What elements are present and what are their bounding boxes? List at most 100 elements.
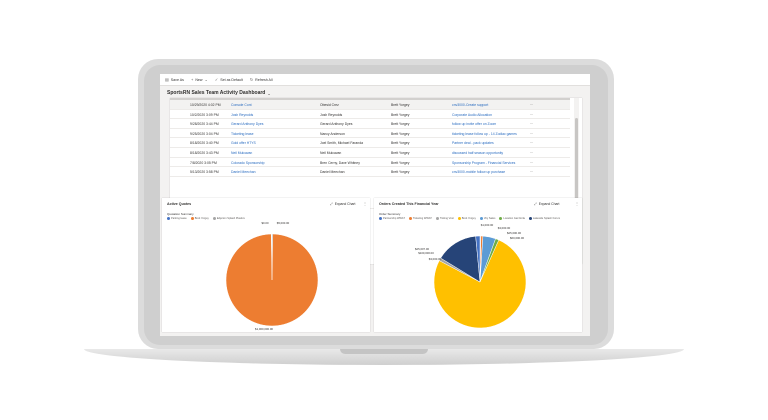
legend-label: Ticking Vost — [439, 217, 454, 221]
app-screen: ▤ Save As + New ⌄ ✓ Set as Default ↻ Ref… — [160, 74, 590, 336]
legend-swatch — [479, 217, 483, 220]
row-more-icon[interactable]: ··· — [530, 103, 534, 107]
refresh-icon: ↻ — [249, 77, 254, 82]
cell-contact: Bren Cerny, Dave Whitney — [320, 160, 360, 165]
grid-scrollbar-thumb[interactable] — [575, 118, 578, 218]
legend-item[interactable]: Brett Yorgey — [457, 217, 476, 221]
cell-date: 9/28/2020 3:44 PM — [190, 122, 219, 127]
legend-item[interactable]: Location Gai Dorla — [499, 217, 525, 221]
cell-regarding[interactable]: follow up invite offer on Zoom — [452, 122, 497, 127]
row-more-icon[interactable]: ··· — [530, 122, 534, 127]
data-label: $5,000.00 — [277, 221, 290, 225]
cell-date: 10/2/2020 3:09 PM — [190, 112, 219, 117]
row-more-icon[interactable]: ··· — [530, 170, 534, 175]
legend-item[interactable]: Edjerton Splash Plastics — [212, 217, 245, 220]
legend-label: Brett Yorgey — [461, 217, 476, 221]
table-row[interactable]: 8/18/2020 3:40 PM Gold offer HTYS Joel Smi… — [170, 138, 570, 148]
expand-icon: ⤢ — [330, 202, 333, 206]
pie-slice[interactable] — [225, 233, 319, 327]
cell-owner: Brett Yorgey — [391, 141, 410, 146]
table-row[interactable]: 9/28/2020 3:44 PM Gerard Anthony Dyes Gera… — [170, 119, 570, 129]
cell-subject[interactable]: Gold offer HTYS — [231, 141, 256, 146]
save-icon: ▤ — [165, 77, 169, 82]
row-more-icon[interactable]: ··· — [530, 160, 534, 165]
data-label: $60,000.00 — [510, 236, 524, 240]
refresh-all-button[interactable]: ↻ Refresh All — [250, 77, 273, 82]
legend-item[interactable]: Vity Sales — [479, 217, 495, 220]
row-more-icon[interactable]: ··· — [530, 131, 534, 136]
plus-icon: + — [190, 77, 194, 82]
cell-subject[interactable]: Ticketing lease — [231, 131, 254, 136]
cell-subject[interactable]: Neil Mulcavan — [231, 151, 253, 155]
cell-date: 8/18/2020 3:43 PM — [190, 151, 219, 155]
legend-item[interactable]: Partnership WWAT — [379, 217, 405, 220]
cell-regarding[interactable]: ticketing lease follow up - 14 Zodiac ga… — [452, 131, 517, 136]
chevron-down-icon: ⌄ — [204, 77, 208, 82]
legend-swatch — [190, 217, 194, 220]
cell-regarding[interactable]: Sponsorship Program - Financial Services — [452, 160, 516, 165]
row-more-icon[interactable]: ··· — [530, 141, 534, 146]
data-label: $25,007.00 — [415, 247, 429, 251]
laptop-base — [84, 349, 684, 365]
data-label: $1,000.00 — [481, 223, 494, 227]
legend-item[interactable]: Lakeside Splash Forum — [528, 217, 560, 220]
legend-swatch — [457, 217, 461, 220]
pie-slice[interactable] — [433, 239, 527, 329]
legend-label: Brett Yorgey — [194, 217, 209, 221]
table-row[interactable]: 10/2/2020 3:09 PM Josh Reynolds Josh Reyno… — [170, 110, 570, 120]
cell-date: 8/18/2020 3:40 PM — [190, 141, 219, 146]
cell-regarding[interactable]: cnv3000-mobile follow up purchase — [452, 170, 506, 175]
cell-contact: Neil Mulcavan — [320, 151, 342, 155]
expand-chart-button[interactable]: ⤢ Expand Chart — [534, 202, 559, 206]
data-label: $0.00 — [262, 221, 269, 225]
legend-swatch — [379, 217, 382, 220]
cell-subject[interactable]: Daniel Meechan — [231, 170, 256, 175]
data-label: $3,000.00 — [498, 226, 511, 230]
legend-item[interactable]: Parking lease — [167, 217, 187, 220]
legend-item[interactable]: Ticking Vost — [435, 217, 454, 221]
cell-regarding[interactable]: Partner deal - pack updates — [452, 141, 494, 146]
table-row[interactable]: 10/29/2020 4:02 PM Console Cont Obesid Cre… — [170, 100, 570, 110]
dashboard-selector[interactable]: SportsRN Sales Team Activity Dashboard ⌄ — [167, 89, 271, 97]
legend-item[interactable]: Brett Yorgey — [190, 217, 209, 221]
cell-contact: Gerard Anthony Dyes — [320, 122, 353, 127]
table-row[interactable]: 7/8/2020 3:05 PM Colorado Sponsorship Bren… — [170, 158, 570, 168]
active-quotes-card: Active Quotes ⤢ Expand Chart ⋮ Quotation… — [162, 198, 370, 332]
row-more-icon[interactable]: ··· — [530, 151, 534, 155]
command-bar: ▤ Save As + New ⌄ ✓ Set as Default ↻ Ref… — [160, 74, 590, 86]
set-default-label: Set as Default — [220, 77, 243, 82]
more-options-icon[interactable]: ⋮ — [575, 201, 579, 206]
cell-subject[interactable]: Gerard Anthony Dyes — [231, 122, 264, 127]
table-row[interactable]: 5/13/2020 3:58 PM Daniel Meechan Daniel Me… — [170, 167, 570, 177]
save-as-button[interactable]: ▤ Save As — [165, 77, 184, 82]
cell-regarding[interactable]: cnv3000-Create support — [452, 103, 489, 107]
new-button[interactable]: + New ⌄ — [191, 77, 208, 82]
cell-subject[interactable]: Console Cont — [231, 103, 252, 107]
cell-date: 5/13/2020 3:58 PM — [190, 170, 219, 175]
pie-slice[interactable] — [475, 235, 481, 283]
cell-owner: Brett Yorgey — [391, 160, 410, 165]
legend-swatch — [528, 217, 532, 220]
legend-item[interactable]: Ticketing WWAT — [408, 217, 432, 220]
legend-label: Location Gai Dorla — [503, 217, 525, 221]
row-more-icon[interactable]: ··· — [530, 112, 534, 117]
data-label: $25,000.00 — [507, 231, 521, 235]
cell-subject[interactable]: Colorado Sponsorship — [231, 160, 265, 165]
laptop-notch — [340, 349, 428, 354]
data-label: $1,131,000.00 — [475, 331, 493, 332]
more-options-icon[interactable]: ⋮ — [363, 201, 367, 206]
cell-contact: Obesid Crez — [320, 103, 339, 107]
expand-chart-button[interactable]: ⤢ Expand Chart — [330, 202, 355, 206]
data-label: $3,000.00 — [429, 257, 442, 261]
cell-owner: Brett Yorgey — [391, 122, 410, 127]
cell-subject[interactable]: Josh Reynolds — [231, 112, 254, 117]
cell-regarding[interactable]: discussed half season opportunity — [452, 151, 504, 155]
expand-chart-label: Expand Chart — [538, 202, 560, 206]
cell-regarding[interactable]: Corporate Audio Allocation — [452, 112, 492, 117]
table-row[interactable]: 8/18/2020 3:43 PM Neil Mulcavan Neil Mulca… — [170, 148, 570, 158]
set-default-button[interactable]: ✓ Set as Default — [215, 77, 243, 82]
cell-owner: Brett Yorgey — [391, 131, 410, 136]
card-title: Active Quotes — [167, 202, 192, 206]
table-row[interactable]: 9/25/2020 3:04 PM Ticketing lease Nancy An… — [170, 129, 570, 139]
chart-subtitle: Order Summary — [379, 212, 401, 216]
